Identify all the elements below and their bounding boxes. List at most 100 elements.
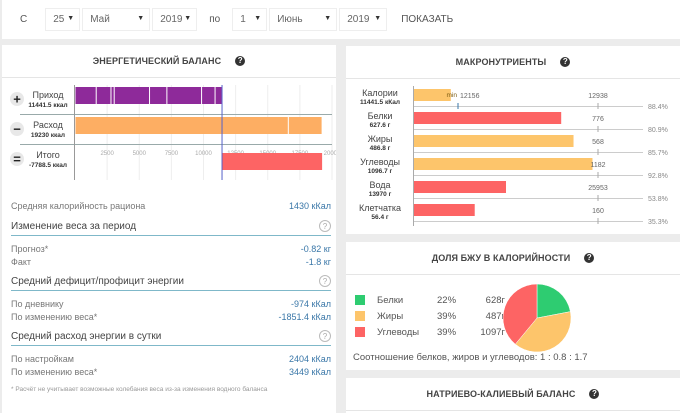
minus-icon: − (13, 122, 21, 137)
by-weight2-value: 3449 кКал (289, 366, 331, 377)
row-value: 19230 ккал (31, 132, 65, 139)
sign-badge (10, 92, 24, 106)
by-diary-value: -974 кКал (291, 298, 331, 309)
tick-label: 2500 (100, 151, 114, 157)
total-bar (222, 153, 323, 170)
percent-label: 53.8% (648, 196, 668, 203)
legend-swatch (355, 327, 365, 337)
income-bar-segment (167, 87, 202, 104)
from-day-value: 25 (53, 14, 65, 25)
macro-bar (414, 181, 506, 193)
panel-title: МАКРОНУТРИЕНТЫ (455, 57, 547, 67)
income-bar-segment (202, 87, 215, 104)
by-settings-row: По настройкам 2404 кКал (11, 352, 331, 365)
category-label: Вода (369, 180, 390, 190)
category-value: 1096.7 г (368, 168, 393, 175)
panel-header: МАКРОНУТРИЕНТЫ ? (346, 46, 680, 79)
row-value: 11441.5 ккал (28, 102, 67, 109)
legend-percent: 39% (437, 326, 457, 338)
category-label: Углеводы (360, 157, 400, 167)
chevron-down-icon: ▼ (374, 15, 382, 22)
sign-badge (10, 152, 24, 166)
target-label: 568 (592, 139, 604, 146)
chevron-down-icon: ▼ (67, 15, 75, 22)
from-month-select[interactable]: Май ▼ (82, 8, 151, 31)
from-year-value: 2019 (160, 14, 183, 25)
by-weight2-row: По изменению веса* 3449 кКал (11, 365, 331, 378)
tick-label: 20000 (324, 151, 336, 157)
by-weight-value: -1851.4 кКал (278, 311, 331, 322)
by-weight2-label: По изменению веса* (11, 366, 98, 377)
panel-title: ЭНЕРГЕТИЧЕСКИЙ БАЛАНС (92, 56, 222, 66)
pie-slice-carbs (502, 283, 538, 345)
equals-icon: = (13, 152, 21, 167)
footnote: * Расчёт не учитывает возможные колебани… (11, 386, 268, 393)
to-month-select[interactable]: Июнь ▼ (269, 8, 338, 31)
bju-share-panel: ДОЛЯ БЖУ В КАЛОРИЙНОСТИ ? Белки 22% 628г… (346, 242, 680, 370)
sodium-potassium-panel: НАТРИЕВО-КАЛИЕВЫЙ БАЛАНС ? (346, 378, 680, 413)
percent-label: 80.9% (648, 127, 668, 134)
help-icon[interactable]: ? (319, 330, 331, 342)
legend-item-carbs: Углеводы 39% 1097г (355, 324, 505, 340)
category-label: Белки (368, 111, 393, 121)
bju-legend: Белки 22% 628г Жиры 39% 487г Углеводы 39… (355, 292, 505, 340)
legend-swatch (355, 295, 365, 305)
chevron-down-icon: ▼ (137, 15, 145, 22)
target-label: 25953 (588, 185, 608, 192)
avg-calories-label: Средняя калорийность рациона (11, 201, 146, 211)
by-diary-row: По дневнику -974 кКал (11, 297, 331, 310)
chevron-down-icon: ▼ (324, 15, 332, 22)
section-title: Изменение веса за период (11, 220, 137, 232)
help-icon[interactable]: ? (319, 220, 331, 232)
income-bar-segment (150, 87, 167, 104)
macro-bar (414, 135, 574, 147)
forecast-row: Прогноз* -0.82 кг (11, 242, 331, 255)
avg-calories-value: 1430 кКал (289, 201, 331, 211)
legend-percent: 22% (437, 294, 457, 306)
to-day-select[interactable]: 1 ▼ (232, 8, 268, 31)
by-diary-label: По дневнику (11, 298, 64, 309)
income-bar-segment (114, 87, 150, 104)
to-year-value: 2019 (347, 14, 370, 25)
bju-ratio: Соотношение белков, жиров и углеводов: 1… (353, 352, 588, 363)
chevron-down-icon: ▼ (254, 15, 262, 22)
to-label: по (209, 14, 221, 25)
legend-grams: 1097г (480, 326, 505, 338)
from-year-select[interactable]: 2019 ▼ (152, 8, 198, 31)
energy-balance-chart: 2500500075001000012500150001750020000+Пр… (10, 85, 336, 180)
energy-balance-panel: ЭНЕРГЕТИЧЕСКИЙ БАЛАНС ? 2500 5000 7500 1000… (2, 45, 336, 413)
help-icon[interactable]: ? (560, 57, 571, 67)
percent-label: 88.4% (648, 104, 668, 111)
fact-label: Факт (11, 256, 32, 267)
to-year-select[interactable]: 2019 ▼ (339, 8, 388, 31)
from-day-select[interactable]: 25 ▼ (45, 8, 81, 31)
percent-label: 35.3% (648, 219, 668, 226)
section-title: Средний расход энергии в сутки (11, 330, 162, 342)
legend-name: Углеводы (377, 326, 420, 338)
min-label: min (447, 92, 458, 99)
macronutrients-panel: МАКРОНУТРИЕНТЫ ? Калории 11441.5 кКал 1293… (346, 46, 680, 234)
avg-calories-row: Средняя калорийность рациона 1430 кКал (11, 195, 331, 217)
panel-title: ДОЛЯ БЖУ В КАЛОРИЙНОСТИ (431, 253, 571, 263)
row-value: -7788.5 ккал (29, 162, 67, 169)
help-icon[interactable]: ? (589, 389, 600, 399)
by-weight-row: По изменению веса* -1851.4 кКал (11, 310, 331, 323)
min-value: 12156 (460, 93, 480, 100)
legend-name: Белки (377, 294, 404, 306)
category-value: 56.4 г (371, 214, 388, 221)
help-icon[interactable]: ? (235, 56, 246, 66)
target-label: 776 (592, 116, 604, 123)
from-month-value: Май (90, 14, 110, 25)
help-icon[interactable]: ? (319, 275, 331, 287)
legend-name: Жиры (377, 310, 404, 322)
expense-bar-segment (75, 117, 288, 134)
target-label: 160 (592, 208, 604, 215)
legend-item-fat: Жиры 39% 487г (355, 308, 505, 324)
category-label: Калории (362, 88, 398, 98)
show-button[interactable]: ПОКАЗАТЬ (401, 14, 454, 25)
help-icon[interactable]: ? (584, 253, 595, 263)
income-bar-segment (215, 87, 222, 104)
bju-pie-chart (502, 283, 572, 353)
tick-label: 5000 (133, 151, 147, 157)
